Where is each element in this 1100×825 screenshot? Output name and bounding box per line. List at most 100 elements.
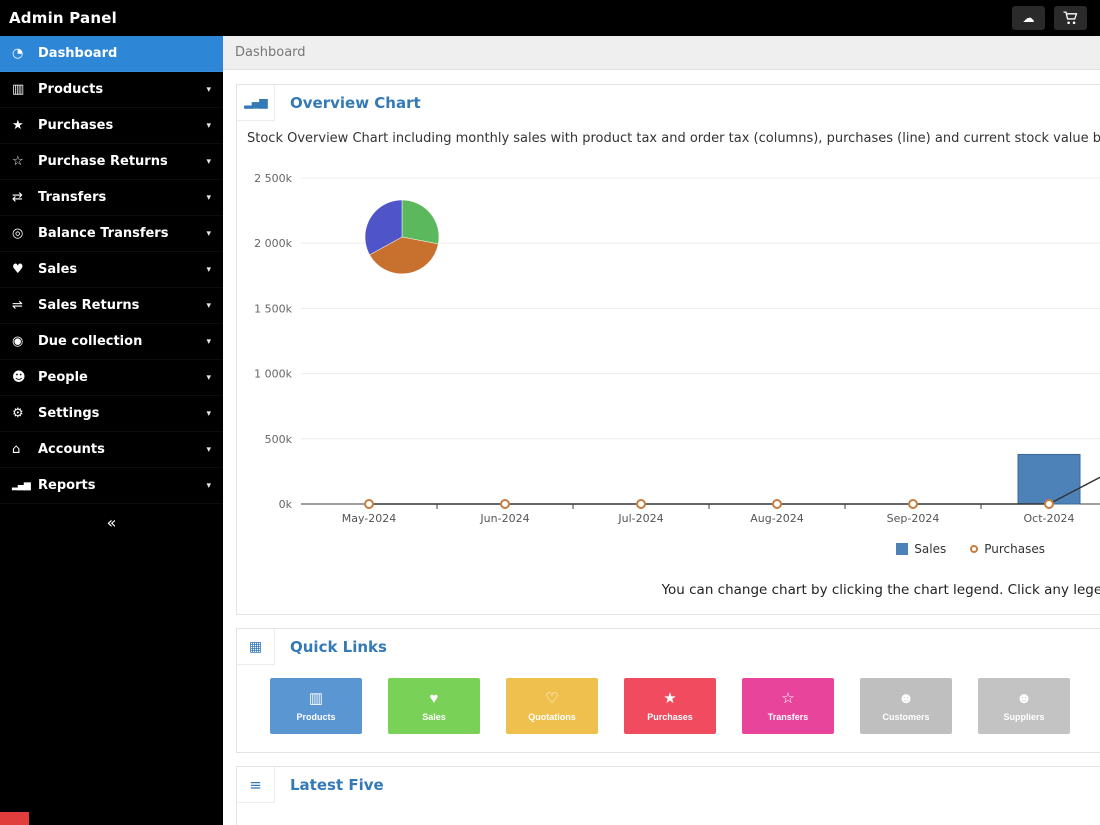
chevron-down-icon: ▾ <box>206 84 211 95</box>
legend-label: Sales <box>914 542 947 556</box>
sidebar-item-label: Products <box>38 82 104 97</box>
users-icon: ☻ <box>12 370 26 385</box>
bank-icon: ⌂ <box>12 442 21 457</box>
sidebar-item-balance-transfers[interactable]: ◎ Balance Transfers ▾ <box>0 216 223 252</box>
svg-text:Aug-2024: Aug-2024 <box>750 512 803 525</box>
quick-link-purchases[interactable]: ★ Purchases <box>624 678 716 734</box>
quick-link-label: Products <box>296 711 336 722</box>
users-icon: ☻ <box>1016 689 1032 707</box>
sidebar-item-label: Sales <box>38 262 78 277</box>
chevron-down-icon: ▾ <box>206 156 211 167</box>
sidebar-item-label: Settings <box>38 406 100 421</box>
coin-icon: ◉ <box>12 334 24 349</box>
chart-description: Stock Overview Chart including monthly s… <box>247 131 1100 146</box>
svg-text:1 000k: 1 000k <box>254 368 292 381</box>
sidebar-item-dashboard[interactable]: ◔ Dashboard <box>0 36 223 72</box>
sidebar-item-purchases[interactable]: ★ Purchases ▾ <box>0 108 223 144</box>
sidebar-item-accounts[interactable]: ⌂ Accounts ▾ <box>0 432 223 468</box>
app-title: Admin Panel <box>9 9 117 27</box>
breadcrumb-current: Dashboard <box>235 45 306 60</box>
quick-link-quotations[interactable]: ♡ Quotations <box>506 678 598 734</box>
quick-links-panel: ▦ Quick Links ▥ Products ♥ Sales ♡ Quota… <box>236 628 1100 753</box>
heart-icon: ♥ <box>12 262 24 277</box>
sidebar-item-transfers[interactable]: ⇄ Transfers ▾ <box>0 180 223 216</box>
sidebar-item-reports[interactable]: ▂▄▆ Reports ▾ <box>0 468 223 504</box>
panel-title: Overview Chart <box>290 94 421 112</box>
sidebar-item-label: Due collection <box>38 334 143 349</box>
legend-item-purchases[interactable]: Purchases <box>970 542 1045 556</box>
sidebar-item-settings[interactable]: ⚙ Settings ▾ <box>0 396 223 432</box>
chevron-down-icon: ▾ <box>206 228 211 239</box>
overview-chart[interactable]: 0k 500k 1 000k 1 500k 2 000k 2 500k May-2024 Ju… <box>237 162 1100 534</box>
sidebar-item-label: People <box>38 370 88 385</box>
chevron-down-icon: ▾ <box>206 372 211 383</box>
bar-chart-icon: ▂▄▆ <box>12 480 31 491</box>
chevron-down-icon: ▾ <box>206 336 211 347</box>
barcode-icon: ▥ <box>308 689 324 707</box>
sidebar-item-label: Purchase Returns <box>38 154 168 169</box>
exchange-icon: ⇄ <box>12 190 23 205</box>
svg-text:May-2024: May-2024 <box>342 512 397 525</box>
star-icon: ★ <box>12 118 24 133</box>
quick-link-products[interactable]: ▥ Products <box>270 678 362 734</box>
purchases-marker-icon <box>970 545 979 553</box>
chevron-down-icon: ▾ <box>206 192 211 203</box>
breadcrumb: Dashboard <box>223 36 1100 70</box>
sales-swatch-icon <box>896 543 909 555</box>
quick-link-label: Purchases <box>647 711 693 722</box>
grid-icon: ▦ <box>237 629 275 665</box>
svg-text:Jul-2024: Jul-2024 <box>617 512 663 525</box>
sidebar-collapse-button[interactable]: « <box>0 504 223 540</box>
coin-icon: ◎ <box>12 226 24 241</box>
quick-link-transfers[interactable]: ☆ Transfers <box>742 678 834 734</box>
topbar: Admin Panel ☁ <box>0 0 1100 36</box>
quick-link-suppliers[interactable]: ☻ Suppliers <box>978 678 1070 734</box>
sidebar-item-sales[interactable]: ♥ Sales ▾ <box>0 252 223 288</box>
chevron-down-icon: ▾ <box>206 480 211 491</box>
chevron-down-icon: ▾ <box>206 408 211 419</box>
chart-legend: Sales Purchases <box>237 542 1100 556</box>
latest-five-panel: ≡ Latest Five <box>236 766 1100 825</box>
quick-link-label: Customers <box>882 711 930 722</box>
heart-icon: ♥ <box>429 689 439 707</box>
cloud-button[interactable]: ☁ <box>1012 6 1045 30</box>
sidebar-item-products[interactable]: ▥ Products ▾ <box>0 72 223 108</box>
legend-label: Purchases <box>984 542 1045 556</box>
svg-text:0k: 0k <box>279 498 293 511</box>
heart-outline-icon: ♡ <box>545 689 559 707</box>
sidebar-item-sales-returns[interactable]: ⇌ Sales Returns ▾ <box>0 288 223 324</box>
pos-cart-button[interactable] <box>1054 6 1087 30</box>
latest-five-body <box>237 803 1100 825</box>
sidebar-item-label: Transfers <box>38 190 107 205</box>
collapse-arrows-icon: « <box>106 512 117 532</box>
list-icon: ≡ <box>237 767 275 803</box>
sidebar-item-label: Purchases <box>38 118 114 133</box>
legend-item-sales[interactable]: Sales <box>896 542 946 556</box>
sidebar-item-purchase-returns[interactable]: ☆ Purchase Returns ▾ <box>0 144 223 180</box>
svg-text:Oct-2024: Oct-2024 <box>1024 512 1075 525</box>
quick-link-label: Transfers <box>767 711 809 722</box>
star-outline-icon: ☆ <box>12 154 24 169</box>
users-icon: ☻ <box>898 689 914 707</box>
star-icon: ★ <box>663 689 677 707</box>
sidebar-item-label: Accounts <box>38 442 105 457</box>
chevron-down-icon: ▾ <box>206 300 211 311</box>
svg-text:Sep-2024: Sep-2024 <box>887 512 940 525</box>
star-outline-icon: ☆ <box>781 689 795 707</box>
quick-links-row: ▥ Products ♥ Sales ♡ Quotations ★ Purcha… <box>237 665 1100 752</box>
sidebar-item-due-collection[interactable]: ◉ Due collection ▾ <box>0 324 223 360</box>
chevron-down-icon: ▾ <box>206 264 211 275</box>
barcode-icon: ▥ <box>12 82 25 97</box>
svg-text:500k: 500k <box>265 433 293 446</box>
chevron-down-icon: ▾ <box>206 444 211 455</box>
topbar-actions: ☁ <box>1012 6 1087 30</box>
panel-title: Quick Links <box>290 638 387 656</box>
chevron-down-icon: ▾ <box>206 120 211 131</box>
quick-link-label: Quotations <box>528 711 576 722</box>
sidebar-item-people[interactable]: ☻ People ▾ <box>0 360 223 396</box>
quick-link-customers[interactable]: ☻ Customers <box>860 678 952 734</box>
svg-text:Jun-2024: Jun-2024 <box>479 512 529 525</box>
quick-link-sales[interactable]: ♥ Sales <box>388 678 480 734</box>
cart-icon <box>1063 11 1078 25</box>
sidebar-item-label: Balance Transfers <box>38 226 169 241</box>
